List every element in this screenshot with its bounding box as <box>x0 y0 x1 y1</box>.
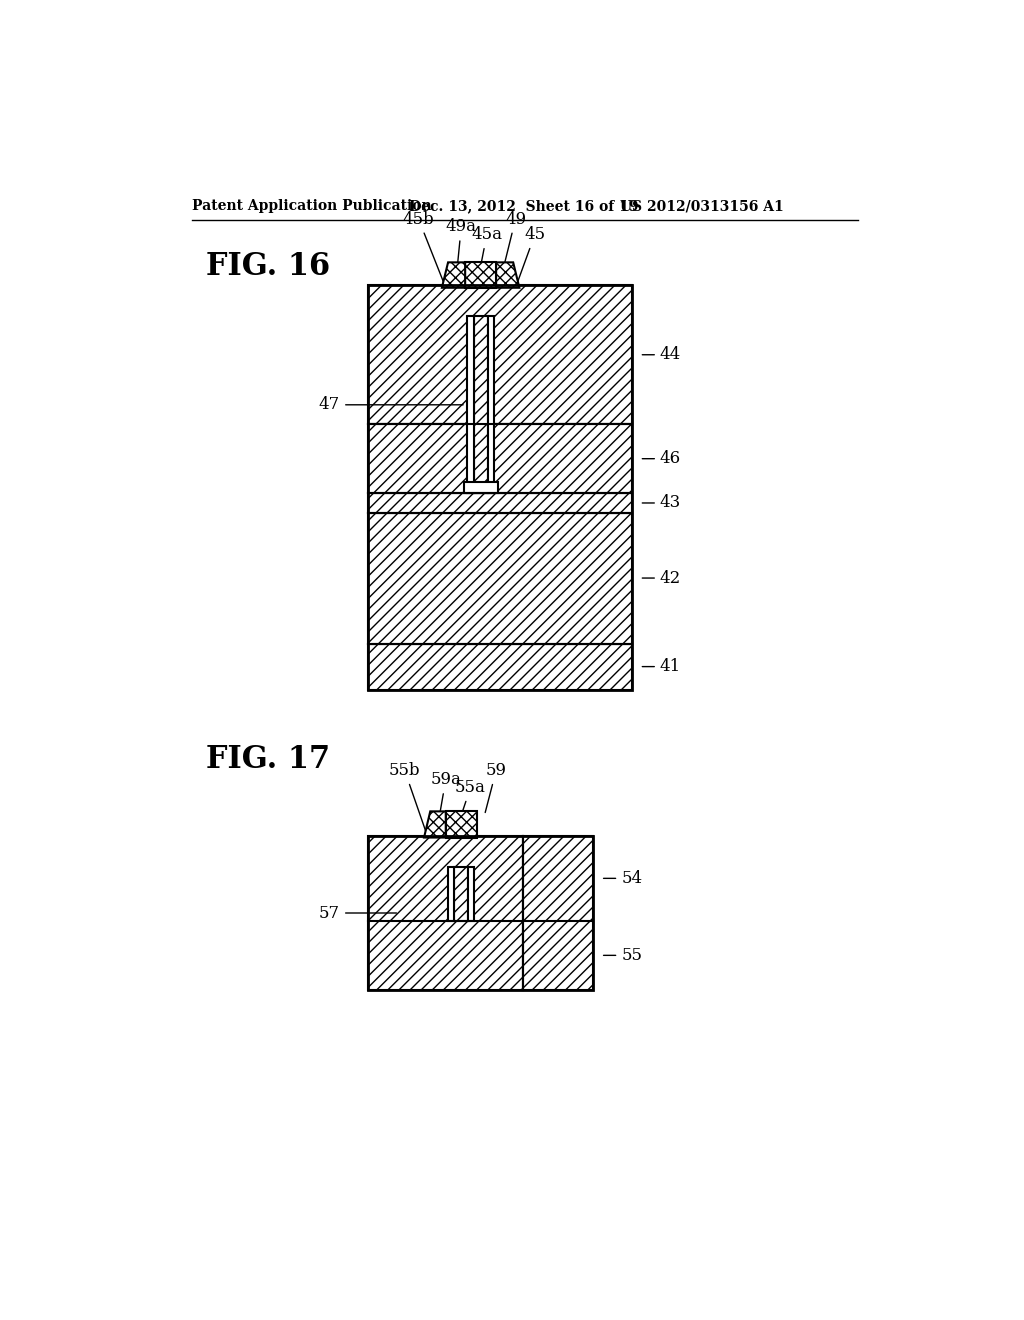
Bar <box>449 867 455 921</box>
Bar <box>445 812 477 838</box>
Text: 47: 47 <box>318 396 463 413</box>
Bar <box>474 317 487 494</box>
Polygon shape <box>424 812 445 837</box>
Text: Dec. 13, 2012  Sheet 16 of 19: Dec. 13, 2012 Sheet 16 of 19 <box>409 199 638 213</box>
Text: 57: 57 <box>318 904 396 921</box>
Text: 49: 49 <box>505 211 526 264</box>
Bar <box>369 836 523 990</box>
Polygon shape <box>442 263 465 288</box>
Text: 42: 42 <box>642 569 681 586</box>
Text: 43: 43 <box>642 495 681 511</box>
Text: 55b: 55b <box>389 762 427 836</box>
Text: 59a: 59a <box>430 771 461 813</box>
Bar <box>523 836 593 990</box>
Bar <box>369 512 632 644</box>
Bar <box>464 482 498 494</box>
Bar <box>465 263 496 288</box>
Text: 45a: 45a <box>471 226 503 264</box>
Text: 55: 55 <box>603 946 642 964</box>
Bar <box>369 836 593 990</box>
Text: FIG. 16: FIG. 16 <box>206 251 330 281</box>
Text: Patent Application Publication: Patent Application Publication <box>191 199 431 213</box>
Bar <box>455 867 468 921</box>
Text: 46: 46 <box>642 450 681 467</box>
Bar <box>369 644 632 689</box>
Bar <box>487 317 494 494</box>
Text: 59: 59 <box>485 762 507 813</box>
Text: 55a: 55a <box>455 779 486 813</box>
Bar <box>467 317 474 494</box>
Text: 45: 45 <box>516 226 546 285</box>
Text: 49a: 49a <box>445 218 477 264</box>
Text: 45b: 45b <box>402 211 444 285</box>
Bar <box>369 285 632 689</box>
Text: 41: 41 <box>642 659 681 675</box>
Bar <box>369 424 632 494</box>
Bar <box>468 867 474 921</box>
Bar <box>369 494 632 512</box>
Text: US 2012/0313156 A1: US 2012/0313156 A1 <box>621 199 784 213</box>
Bar <box>369 285 632 424</box>
Text: 44: 44 <box>642 346 681 363</box>
Text: 54: 54 <box>603 870 642 887</box>
Polygon shape <box>496 263 519 288</box>
Text: FIG. 17: FIG. 17 <box>206 743 330 775</box>
